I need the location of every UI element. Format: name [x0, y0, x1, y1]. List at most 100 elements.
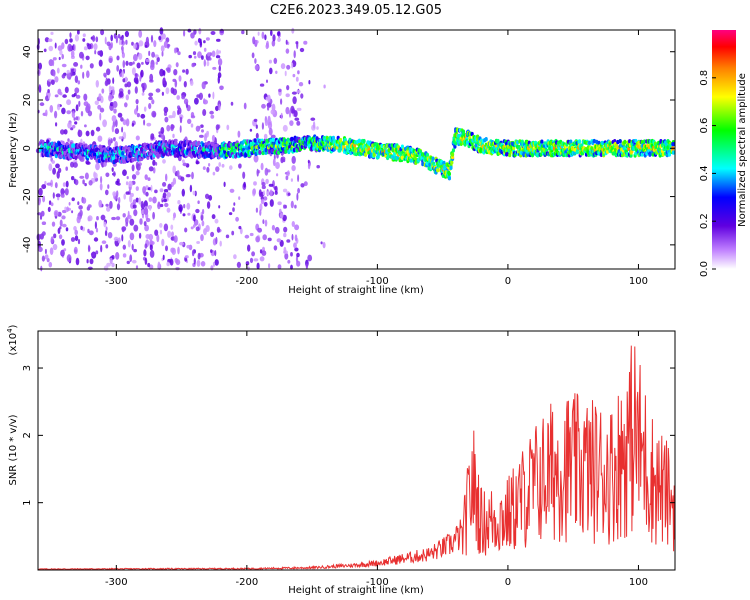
- spectrogram-noise-point: [105, 203, 109, 207]
- spectrogram-noise-point: [163, 106, 169, 113]
- spectrogram-noise-point: [167, 183, 172, 191]
- spectrogram-noise-point: [260, 198, 265, 205]
- spectrogram-noise-point: [291, 165, 296, 172]
- spectrogram-noise-point: [102, 119, 107, 128]
- x-tick-label: -300: [105, 577, 128, 588]
- spectrogram-noise-point: [107, 184, 110, 189]
- spectrogram-noise-point: [206, 201, 211, 209]
- spectrogram-noise-point: [150, 184, 153, 192]
- spectrogram-noise-point: [276, 238, 282, 243]
- spectrogram-noise-point: [61, 239, 65, 246]
- spectrogram-noise-point: [140, 69, 144, 78]
- spectrogram-noise-point: [74, 34, 79, 42]
- spectrogram-noise-point: [84, 172, 89, 180]
- spectrogram-noise-point: [155, 88, 161, 93]
- spectrogram-noise-point: [59, 92, 63, 96]
- spectrogram-signal-point: [346, 148, 350, 153]
- spectrogram-noise-point: [96, 216, 99, 221]
- spectrogram-y-label: Frequency (Hz): [8, 112, 19, 188]
- spectrogram-noise-point: [111, 124, 115, 133]
- spectrogram-noise-point: [185, 68, 189, 75]
- spectrogram-signal-point: [450, 160, 454, 165]
- spectrogram-noise-point: [54, 76, 59, 83]
- spectrogram-noise-point: [161, 51, 164, 57]
- spectrogram-noise-point: [82, 71, 85, 79]
- spectrogram-noise-point: [241, 30, 245, 35]
- spectrogram-noise-point: [183, 30, 186, 37]
- spectrogram-noise-point: [125, 191, 130, 195]
- spectrogram-signal-point: [124, 145, 128, 150]
- spectrogram-noise-point: [212, 66, 217, 70]
- spectrogram-noise-point: [151, 51, 156, 58]
- spectrogram-noise-point: [202, 209, 205, 215]
- spectrogram-signal-point: [392, 155, 396, 161]
- spectrogram-noise-point: [300, 93, 304, 99]
- spectrogram-noise-point: [285, 175, 289, 181]
- spectrogram-noise-point: [126, 176, 129, 180]
- spectrogram-noise-point: [64, 38, 69, 45]
- spectrogram-noise-point: [76, 215, 81, 224]
- spectrogram-noise-point: [205, 225, 210, 232]
- spectrogram-noise-point: [93, 43, 98, 51]
- spectrogram-noise-point: [54, 42, 57, 49]
- spectrogram-noise-point: [149, 244, 153, 251]
- spectrogram-noise-point: [132, 199, 137, 205]
- spectrogram-noise-point: [261, 182, 266, 186]
- spectrogram-noise-point: [201, 81, 206, 90]
- colorbar-tick-label: 0.2: [699, 213, 710, 229]
- spectrogram-noise-point: [73, 246, 78, 255]
- spectrogram-noise-point: [280, 156, 286, 161]
- spectrogram-noise-point: [276, 173, 279, 177]
- spectrogram-noise-point: [174, 79, 178, 88]
- spectrogram-noise-point: [286, 85, 290, 91]
- spectrogram-noise-point: [287, 192, 291, 196]
- spectrogram-noise-point: [198, 27, 202, 35]
- spectrogram-noise-point: [267, 121, 273, 130]
- spectrogram-noise-point: [145, 191, 149, 197]
- spectrogram-noise-point: [164, 202, 169, 208]
- spectrogram-signal-point: [451, 148, 455, 153]
- spectrogram-noise-point: [71, 176, 75, 181]
- spectrogram-noise-point: [151, 110, 157, 118]
- spectrogram-noise-point: [167, 230, 172, 238]
- spectrogram-noise-point: [291, 233, 294, 241]
- spectrogram-noise-point: [286, 64, 291, 70]
- spectrogram-noise-point: [51, 221, 56, 227]
- spectrogram-noise-point: [255, 236, 260, 243]
- spectrogram-noise-point: [121, 48, 124, 55]
- spectrogram-noise-point: [118, 136, 123, 140]
- spectrogram-noise-point: [166, 124, 171, 132]
- spectrogram-noise-point: [253, 154, 259, 163]
- spectrogram-noise-point: [119, 73, 123, 78]
- spectrogram-noise-point: [206, 166, 210, 173]
- spectrogram-noise-point: [201, 55, 204, 60]
- spectrogram-noise-point: [121, 126, 124, 133]
- spectrogram-noise-point: [211, 134, 216, 142]
- spectrogram-noise-point: [72, 162, 78, 168]
- spectrogram-noise-point: [95, 126, 101, 132]
- spectrogram-noise-point: [267, 94, 271, 103]
- spectrogram-noise-point: [259, 203, 263, 211]
- spectrogram-noise-point: [56, 67, 60, 74]
- spectrogram-noise-point: [261, 31, 265, 39]
- spectrogram-noise-point: [82, 179, 85, 185]
- spectrogram-noise-point: [144, 44, 148, 48]
- spectrogram-noise-point: [252, 36, 256, 45]
- spectrogram-noise-point: [181, 159, 185, 163]
- spectrogram-noise-point: [83, 93, 88, 102]
- spectrogram-noise-point: [164, 116, 169, 123]
- spectrogram-noise-point: [162, 254, 165, 261]
- spectrogram-noise-point: [290, 105, 295, 114]
- spectrogram-noise-point: [154, 229, 159, 236]
- spectrogram-signal-point: [484, 137, 488, 142]
- spectrogram-noise-point: [74, 179, 79, 186]
- spectrogram-noise-point: [52, 243, 58, 251]
- spectrogram-noise-point: [147, 177, 151, 182]
- spectrogram-noise-point: [125, 94, 129, 101]
- spectrogram-noise-point: [238, 225, 242, 230]
- spectrogram-noise-point: [287, 170, 290, 177]
- spectrogram-noise-point: [94, 100, 100, 106]
- spectrogram-noise-point: [50, 31, 54, 35]
- spectrogram-noise-point: [179, 125, 182, 133]
- spectrogram-noise-point: [38, 246, 43, 253]
